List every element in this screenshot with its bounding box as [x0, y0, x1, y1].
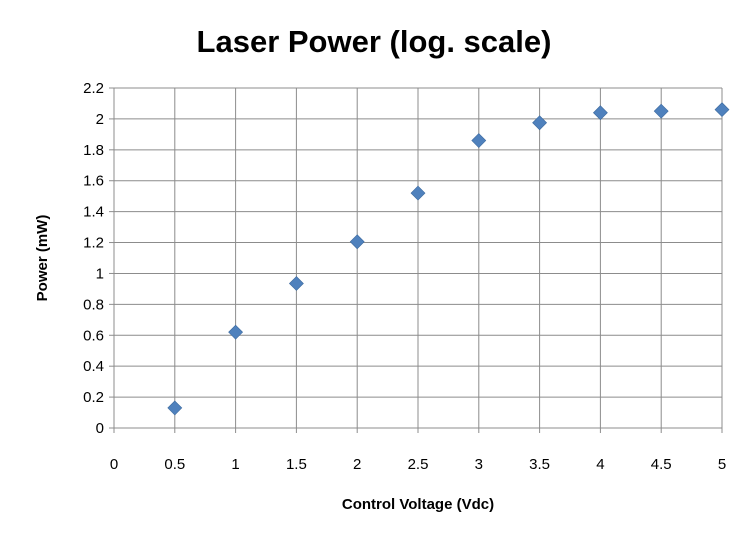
y-tick-label: 0.6	[83, 327, 104, 344]
data-point	[714, 102, 730, 118]
x-tick-label: 3	[475, 456, 483, 473]
y-tick-label: 0	[96, 420, 104, 437]
data-point	[167, 400, 183, 416]
data-point	[592, 105, 608, 121]
x-tick-labels: 0 0.5 1 1.5 2 2.5 3 3.5 4 4.5 5	[110, 456, 726, 473]
data-markers	[167, 102, 730, 416]
y-tick-label: 1.2	[83, 235, 104, 252]
x-tick-label: 0.5	[164, 456, 185, 473]
y-tick-labels: 0 0.2 0.4 0.6 0.8 1 1.2 1.4 1.6 1.8 2 2.2	[83, 80, 104, 437]
x-tick-label: 5	[718, 456, 726, 473]
data-point	[228, 324, 244, 340]
x-tick-label: 2	[353, 456, 361, 473]
y-tick-label: 1.4	[83, 204, 104, 221]
x-tick-label: 4.5	[651, 456, 672, 473]
data-point	[532, 115, 548, 131]
data-point	[410, 185, 426, 201]
y-tick-label: 0.8	[83, 296, 104, 313]
x-axis-label: Control Voltage (Vdc)	[342, 496, 494, 513]
y-tick-label: 0.2	[83, 389, 104, 406]
y-tick-label: 2.2	[83, 80, 104, 97]
x-tick-label: 0	[110, 456, 118, 473]
x-tick-label: 4	[596, 456, 604, 473]
y-tick-label: 0.4	[83, 358, 104, 375]
y-tick-label: 2	[96, 111, 104, 128]
x-tick-label: 3.5	[529, 456, 550, 473]
y-tick-label: 1	[96, 265, 104, 282]
data-point	[471, 133, 487, 148]
data-point	[349, 234, 365, 250]
x-tick-label: 2.5	[408, 456, 429, 473]
y-tick-label: 1.8	[83, 142, 104, 159]
y-tick-label: 1.6	[83, 173, 104, 190]
x-tick-label: 1.5	[286, 456, 307, 473]
y-axis-label: Power (mW)	[34, 215, 51, 302]
x-tick-label: 1	[231, 456, 239, 473]
chart-title: Laser Power (log. scale)	[197, 24, 552, 59]
plot-axes	[109, 87, 723, 433]
plot-grid	[113, 87, 723, 429]
data-point	[653, 103, 669, 119]
data-point	[288, 276, 304, 291]
